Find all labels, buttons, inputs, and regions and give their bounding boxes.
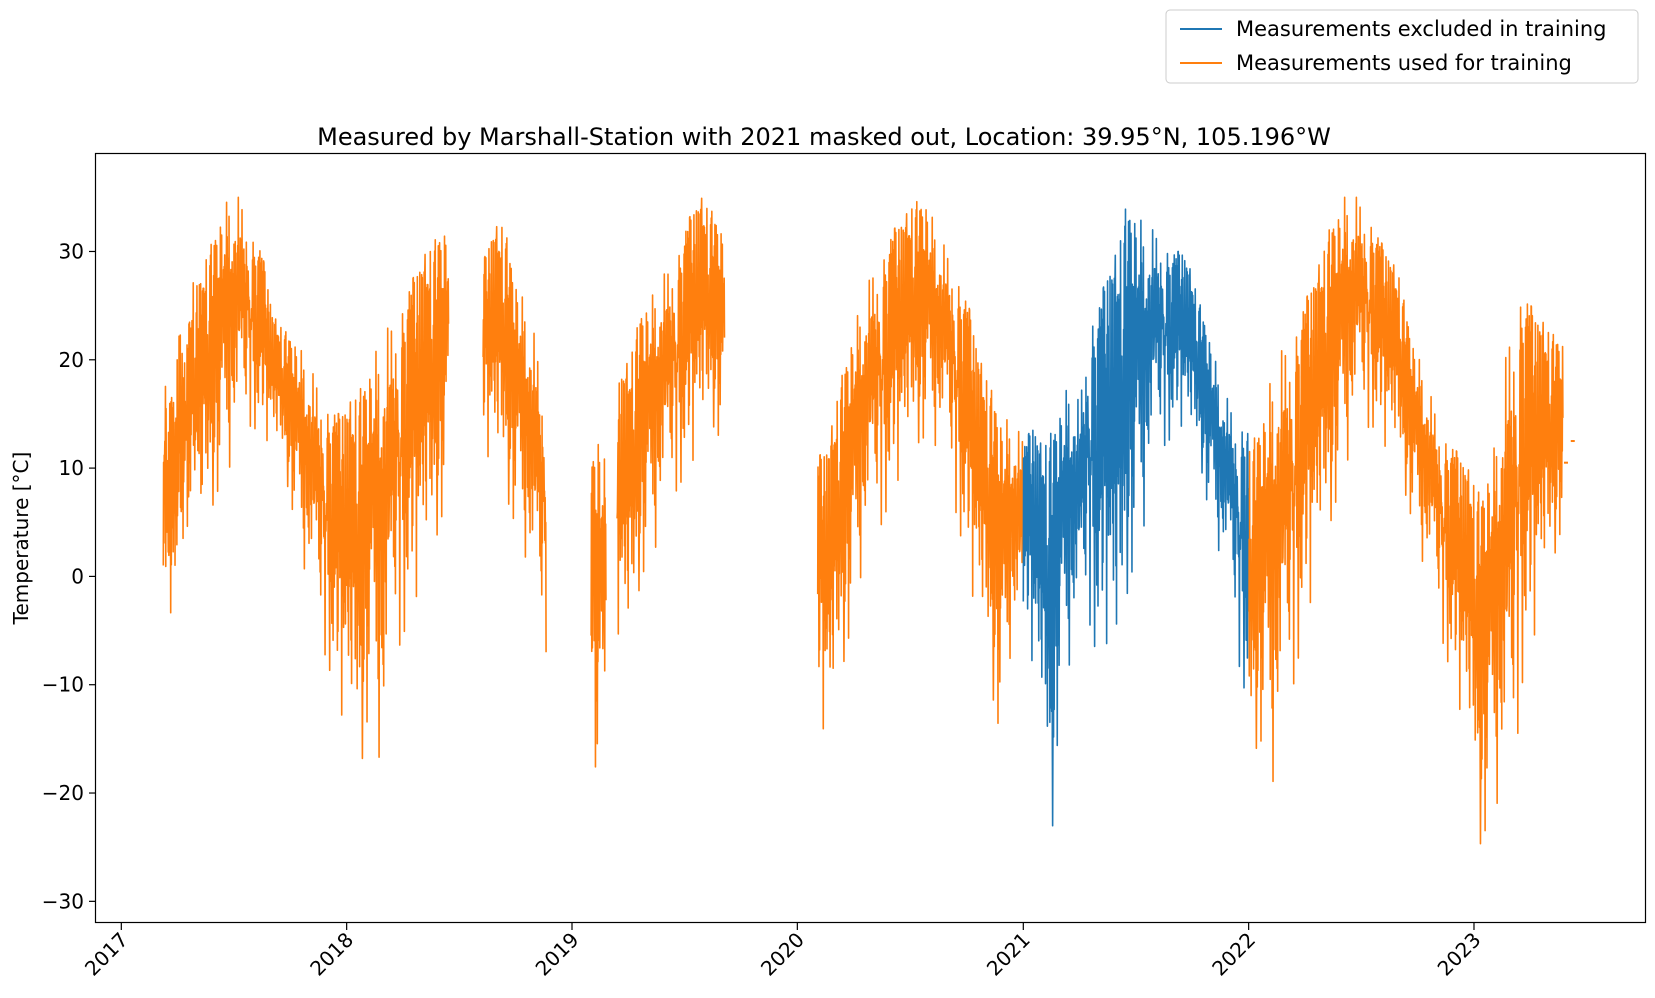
y-tick-label: 0 xyxy=(71,564,84,588)
series-line-training-1 xyxy=(482,225,547,653)
y-axis-label: Temperature [°C] xyxy=(9,452,33,626)
plot-lines xyxy=(162,196,1575,845)
series-line-training-3 xyxy=(616,197,726,635)
x-tick-label: 2020 xyxy=(756,928,809,981)
y-tick-label: 10 xyxy=(59,456,84,480)
legend: Measurements excluded in training Measur… xyxy=(1165,9,1639,84)
y-tick-label: −20 xyxy=(42,781,84,805)
y-tick-label: 30 xyxy=(59,239,84,263)
y-tick-label: −10 xyxy=(42,673,84,697)
x-axis: 2017 2018 2019 2020 2021 2022 2023 xyxy=(80,923,1486,981)
series-line-training-5 xyxy=(1247,196,1564,845)
series-line-training-4 xyxy=(816,200,1024,730)
series-line-excluded-0 xyxy=(1022,208,1249,827)
plot-frame xyxy=(94,152,1647,924)
x-tick-label: 2023 xyxy=(1433,928,1486,981)
legend-label-training: Measurements used for training xyxy=(1236,51,1572,75)
x-tick-label: 2021 xyxy=(982,928,1035,981)
legend-box xyxy=(1165,9,1639,84)
y-tick-label: −30 xyxy=(42,889,84,913)
x-tick-label: 2022 xyxy=(1207,928,1260,981)
chart-title: Measured by Marshall-Station with 2021 m… xyxy=(317,123,1331,151)
series-line-training-2 xyxy=(590,443,607,768)
y-tick-label: 20 xyxy=(59,348,84,372)
x-tick-label: 2019 xyxy=(531,928,584,981)
x-tick-label: 2018 xyxy=(305,928,358,981)
series-line-training-0 xyxy=(162,196,450,760)
y-axis: −30 −20 −10 0 10 20 30 xyxy=(42,239,96,913)
x-tick-label: 2017 xyxy=(80,928,133,981)
legend-label-excluded: Measurements excluded in training xyxy=(1236,17,1607,41)
